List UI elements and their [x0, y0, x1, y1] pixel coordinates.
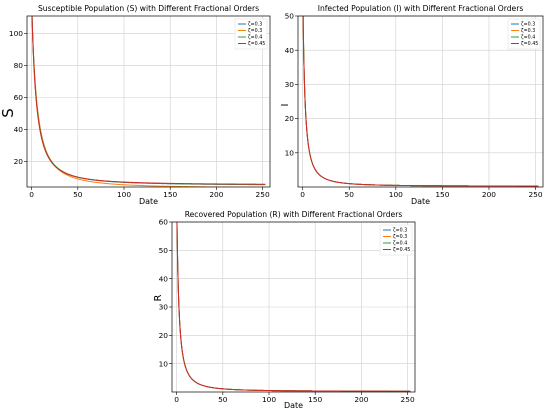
x-tick-label: 150: [435, 190, 449, 199]
y-tick-label: 50: [159, 246, 169, 255]
x-axis-label: Date: [139, 197, 158, 206]
y-axis-label: I: [280, 104, 291, 107]
y-tick-label: 10: [285, 148, 295, 157]
chart-title: Susceptible Population (S) with Differen…: [38, 4, 259, 13]
x-tick-label: 150: [308, 395, 322, 404]
x-axis-label: Date: [284, 401, 303, 410]
series-line-1: [176, 222, 411, 392]
legend-entry: ζ=0.3: [393, 234, 407, 240]
chart-0: Susceptible Population (S) with Differen…: [0, 4, 271, 206]
series-line-2: [302, 16, 539, 187]
x-tick-label: 200: [482, 190, 496, 199]
series-line-3: [302, 16, 539, 187]
y-tick-label: 20: [14, 157, 24, 166]
legend-entry: ζ=0.4: [248, 35, 262, 41]
y-tick-label: 30: [159, 303, 169, 312]
y-tick-label: 40: [285, 46, 295, 55]
legend-entry: ζ=0.3: [521, 28, 535, 34]
y-tick-label: 100: [9, 29, 23, 38]
series-line-1: [31, 16, 266, 187]
y-tick-label: 60: [14, 93, 24, 102]
y-tick-label: 40: [14, 125, 24, 134]
chart-2: Recovered Population (R) with Different …: [153, 210, 416, 410]
chart-title: Recovered Population (R) with Different …: [185, 210, 403, 219]
x-tick-label: 150: [163, 190, 177, 199]
plot-frame: [26, 15, 271, 188]
legend-entry: ζ=0.45: [393, 247, 410, 253]
series-line-0: [31, 16, 266, 186]
series-line-0: [302, 16, 539, 187]
legend-entry: ζ=0.4: [393, 241, 407, 247]
x-tick-label: 50: [218, 395, 228, 404]
legend-entry: ζ=0.3: [393, 228, 407, 234]
series-line-0: [176, 222, 411, 392]
chart-title: Infected Population (I) with Different F…: [318, 4, 524, 13]
y-tick-label: 50: [285, 12, 295, 21]
chart-1: Infected Population (I) with Different F…: [280, 4, 544, 206]
legend-entry: ζ=0.3: [248, 22, 262, 28]
legend-entry: ζ=0.3: [248, 28, 262, 34]
y-tick-label: 40: [159, 274, 169, 283]
series-line-2: [31, 16, 266, 185]
x-tick-label: 50: [73, 190, 83, 199]
x-tick-label: 0: [300, 190, 305, 199]
y-axis-label: R: [153, 294, 164, 301]
legend-entry: ζ=0.3: [521, 22, 535, 28]
x-tick-label: 200: [209, 190, 223, 199]
plot-frame: [171, 221, 416, 393]
y-tick-label: 30: [285, 80, 295, 89]
legend-entry: ζ=0.4: [521, 35, 535, 41]
y-axis-label: S: [0, 108, 17, 118]
y-tick-label: 20: [285, 114, 295, 123]
y-tick-label: 60: [159, 218, 169, 227]
series-line-3: [176, 222, 411, 392]
x-tick-label: 250: [401, 395, 415, 404]
x-tick-label: 100: [117, 190, 131, 199]
x-axis-label: Date: [411, 197, 430, 206]
series-line-2: [176, 222, 411, 392]
y-tick-label: 20: [159, 331, 169, 340]
legend-entry: ζ=0.45: [248, 41, 265, 47]
y-tick-label: 10: [159, 359, 169, 368]
series-line-1: [302, 16, 539, 187]
series-line-3: [31, 16, 266, 185]
x-tick-label: 250: [256, 190, 270, 199]
legend-entry: ζ=0.45: [521, 41, 538, 47]
plot-frame: [297, 15, 544, 188]
y-tick-label: 80: [14, 61, 24, 70]
x-tick-label: 100: [262, 395, 276, 404]
x-tick-label: 200: [354, 395, 368, 404]
x-tick-label: 0: [174, 395, 179, 404]
x-tick-label: 0: [29, 190, 34, 199]
x-tick-label: 250: [528, 190, 542, 199]
x-tick-label: 50: [345, 190, 355, 199]
x-tick-label: 100: [389, 190, 403, 199]
